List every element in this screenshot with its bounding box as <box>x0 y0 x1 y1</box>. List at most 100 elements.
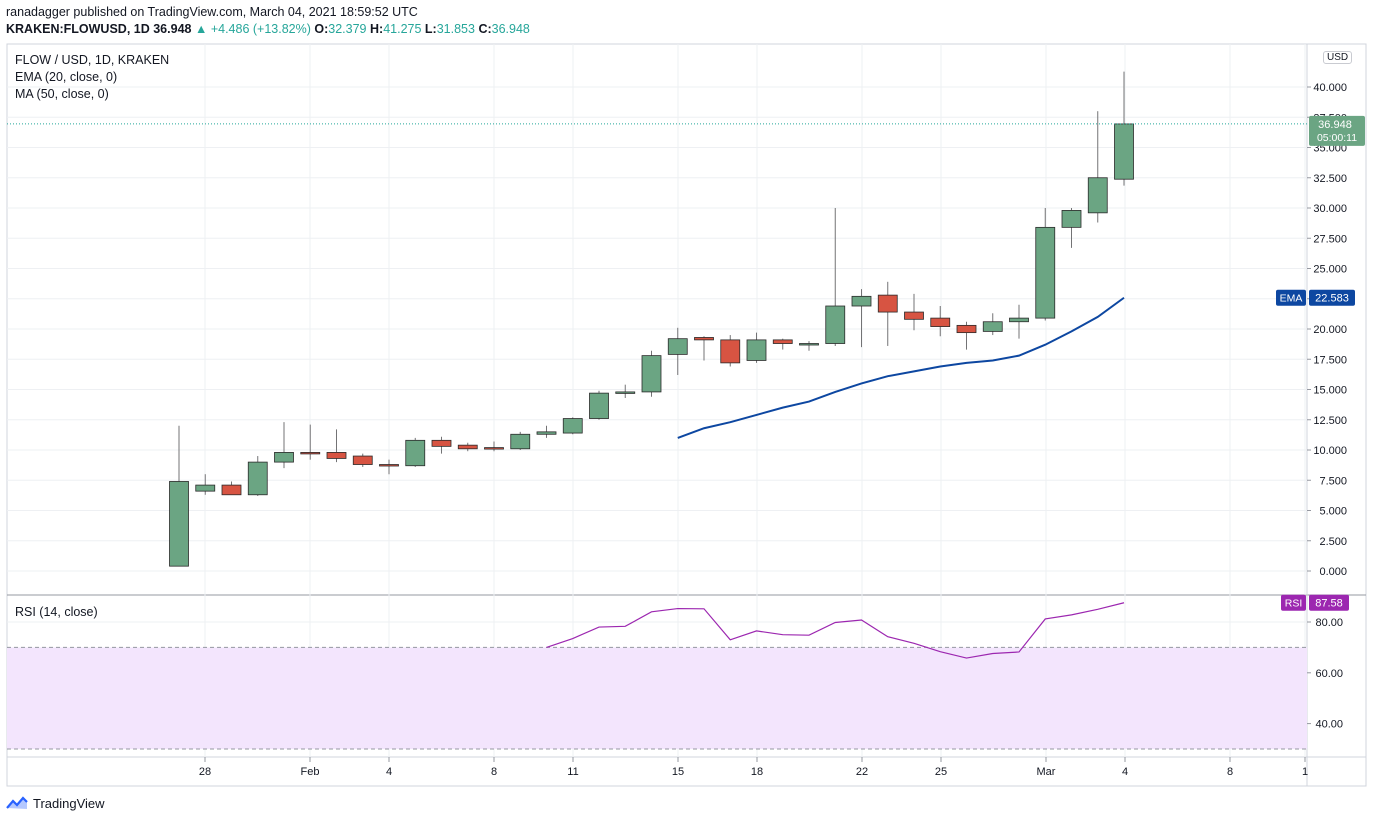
candle-body <box>1035 226 1056 319</box>
ema-line <box>677 296 1125 439</box>
candle-body <box>352 455 373 465</box>
candle-body <box>1009 317 1029 323</box>
price-tick-label: 5.000 <box>1319 506 1347 518</box>
countdown-tag-text: 05:00:11 <box>1317 132 1357 144</box>
candle-body <box>877 294 898 313</box>
candle-body <box>484 447 504 450</box>
low-label: L: <box>424 22 437 36</box>
candle-body <box>667 338 688 355</box>
time-tick-label: 25 <box>935 766 947 778</box>
time-tick-label: 8 <box>1227 766 1233 778</box>
publisher-line: ranadagger published on TradingView.com,… <box>6 5 418 19</box>
candle-body <box>720 339 741 364</box>
price-tick-label: 40.000 <box>1313 82 1347 94</box>
time-tick-label: 4 <box>1122 766 1128 778</box>
close-value: 36.948 <box>491 22 530 36</box>
price-change: +4.486 (+13.82%) <box>210 22 311 36</box>
rsi-tick-label: 40.00 <box>1315 719 1343 731</box>
candle-body <box>457 444 478 450</box>
time-axis[interactable]: 28 Feb 4 8 11 15 18 22 25 Mar 4 8 1 <box>199 757 1308 778</box>
candle-body <box>1087 177 1108 214</box>
close-label: C: <box>478 22 492 36</box>
rsi-line <box>546 602 1125 659</box>
time-tick-label: 8 <box>491 766 497 778</box>
rsi-name-tag-text: RSI <box>1285 598 1303 610</box>
last-price-tag <box>1309 115 1365 146</box>
candle-body <box>431 439 452 447</box>
high-label: H: <box>369 22 384 36</box>
candle-body <box>221 484 242 496</box>
price-tick-label: 0.000 <box>1319 566 1347 578</box>
candle-body <box>326 452 347 459</box>
rsi-band-fill <box>7 647 1307 749</box>
ema-name-tag <box>1276 289 1306 306</box>
low-value: 31.853 <box>436 22 475 36</box>
candle-body <box>930 317 951 327</box>
rsi-value-tag-text: 87.58 <box>1315 598 1343 610</box>
candle-body <box>300 452 321 455</box>
price-tick-label: 32.500 <box>1313 173 1347 185</box>
price-tick-label: 27.500 <box>1313 233 1347 245</box>
candle-body <box>589 392 609 419</box>
candle-body <box>956 324 977 334</box>
rsi-band <box>7 646 1307 750</box>
tradingview-brand[interactable]: TradingView <box>6 795 105 811</box>
time-tick-label: 28 <box>199 766 211 778</box>
last-price: 36.948 <box>153 22 192 36</box>
chart-frame <box>6 43 1367 787</box>
rsi-tick-label: 80.00 <box>1315 617 1343 629</box>
currency-label[interactable]: USD <box>1323 51 1353 64</box>
time-tick-label: Mar <box>1037 766 1056 778</box>
price-tick-label: 2.500 <box>1319 536 1347 548</box>
time-tick-label: 18 <box>751 766 763 778</box>
time-tick-label: 22 <box>856 766 868 778</box>
candle-body <box>799 343 819 346</box>
ma-legend[interactable]: MA (50, close, 0) <box>15 87 109 101</box>
rsi-tick-label: 60.00 <box>1315 668 1343 680</box>
symbol-label: KRAKEN:FLOWUSD, 1D <box>6 22 150 36</box>
candle-body <box>379 464 399 467</box>
price-chart[interactable]: 0.000 2.500 5.000 7.500 10.000 12.500 15.000 17… <box>0 0 1376 790</box>
price-tick-label: 17.500 <box>1313 354 1347 366</box>
rsi-legend[interactable]: RSI (14, close) <box>15 605 98 619</box>
candle-body <box>641 355 662 393</box>
time-tick-label: 4 <box>386 766 392 778</box>
candle-body <box>562 418 583 434</box>
rsi-axis[interactable]: 40.00 60.00 80.00 <box>1307 617 1343 731</box>
candle-body <box>746 339 767 361</box>
price-tick-label: 12.500 <box>1313 415 1347 427</box>
price-tick-label: 15.000 <box>1313 385 1347 397</box>
time-tick-label: 11 <box>567 766 578 778</box>
time-tick-label: 1 <box>1302 766 1308 778</box>
up-arrow-icon: ▲ <box>194 22 208 36</box>
price-tick-label: 7.500 <box>1319 475 1347 487</box>
candle-body <box>615 391 636 394</box>
candle-body <box>694 337 714 341</box>
ema-value-tag <box>1309 289 1355 306</box>
open-value: 32.379 <box>328 22 367 36</box>
candle-body <box>982 321 1003 332</box>
candle-body <box>169 481 189 567</box>
candles <box>169 71 1134 567</box>
rsi-value-tag <box>1309 594 1349 611</box>
candle-body <box>851 295 872 307</box>
price-axis[interactable]: 0.000 2.500 5.000 7.500 10.000 12.500 15.000 17… <box>1307 82 1347 578</box>
ema-line-group <box>677 296 1125 439</box>
ema-name-tag-text: EMA <box>1280 293 1303 305</box>
candle-body <box>274 452 294 463</box>
candle-body <box>536 431 557 435</box>
rsi-name-tag <box>1281 594 1306 611</box>
last-price-tag-text: 36.948 <box>1318 119 1352 131</box>
ema-legend[interactable]: EMA (20, close, 0) <box>15 70 118 84</box>
price-tick-label: 25.000 <box>1313 264 1347 276</box>
open-label: O: <box>314 22 329 36</box>
brand-name: TradingView <box>33 795 105 811</box>
price-tick-label: 20.000 <box>1313 324 1347 336</box>
time-tick-label: 15 <box>672 766 684 778</box>
candle-body <box>405 439 426 467</box>
price-tick-label: 30.000 <box>1313 203 1347 215</box>
symbol-ohlc-line: KRAKEN:FLOWUSD, 1D 36.948 ▲ +4.486 (+13.… <box>6 22 530 36</box>
candle-body <box>247 461 268 496</box>
candle-body <box>904 311 924 320</box>
